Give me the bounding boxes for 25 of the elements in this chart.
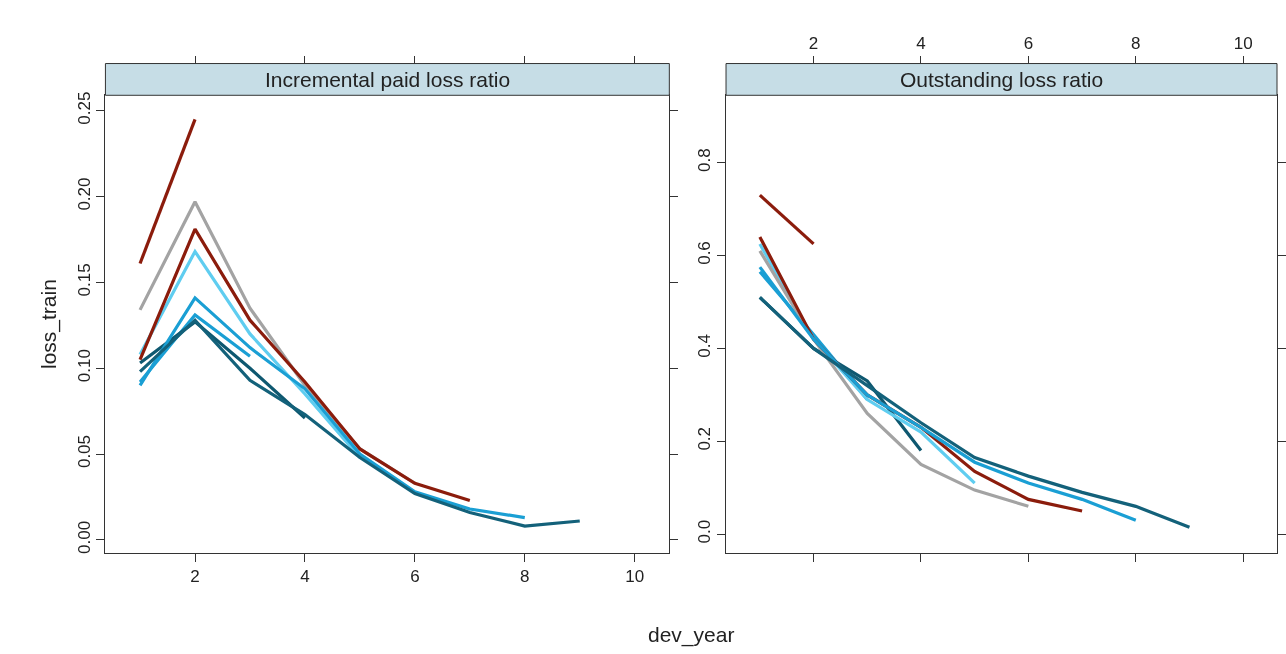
y-tick-label: 0.05	[74, 434, 94, 469]
y-tick-label: 0.10	[74, 349, 94, 383]
x-tick-label: 6	[1023, 33, 1034, 53]
y-tick-label: 0.20	[74, 177, 94, 211]
y-tick-label: 0.4	[695, 334, 715, 358]
y-tick-label: 0.25	[74, 91, 94, 125]
x-tick-label: 10	[625, 567, 645, 587]
y-tick-label: 0.15	[74, 263, 94, 297]
x-tick-label: 4	[916, 33, 926, 53]
chart-title: Outstanding loss ratio	[900, 68, 1104, 91]
y-tick-label: 0.6	[695, 241, 715, 265]
x-tick-label: 8	[520, 567, 530, 587]
y-tick-label: 0.00	[74, 520, 94, 554]
y-axis-title: loss_train	[36, 279, 61, 369]
y-tick-label: 0.8	[695, 148, 715, 172]
x-axis-title: dev_year	[648, 623, 735, 647]
y-tick-label: 0.0	[695, 519, 715, 544]
x-tick-label: 10	[1233, 33, 1253, 53]
x-tick-label: 4	[300, 567, 310, 587]
y-tick-label: 0.2	[695, 426, 715, 451]
x-tick-label: 2	[808, 33, 819, 53]
chart-title: Incremental paid loss ratio	[265, 68, 511, 91]
x-tick-label: 6	[410, 567, 420, 587]
x-tick-label: 2	[190, 567, 200, 587]
x-tick-label: 8	[1131, 33, 1141, 53]
